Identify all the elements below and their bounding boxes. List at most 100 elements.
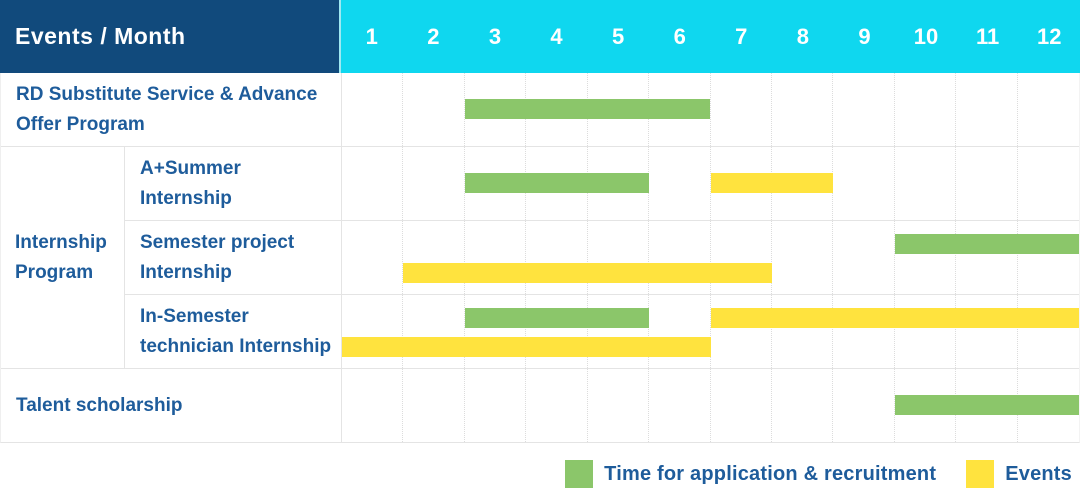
application-bar — [894, 234, 1079, 254]
month-header-6: 6 — [673, 23, 686, 49]
application-legend-swatch — [565, 460, 594, 488]
month-grid-cell — [342, 221, 404, 294]
chart-row-area — [342, 147, 1079, 220]
chart-row-area — [342, 295, 1079, 368]
month-grid-cell — [588, 369, 650, 442]
group-label-text: Internship Program — [15, 232, 107, 283]
application-bar — [464, 308, 650, 328]
month-grid-cell — [649, 221, 711, 294]
row-label: RD Substitute Service & Advance Offer Pr… — [1, 73, 342, 146]
month-header-3: 3 — [488, 23, 502, 49]
month-grid-cell — [772, 295, 834, 368]
month-grid-cell — [833, 221, 895, 294]
month-grid-cell — [711, 73, 772, 146]
row-label-text: RD Substitute Service & Advance Offer Pr… — [16, 84, 318, 135]
month-grid-cell — [649, 147, 711, 220]
month-grid-cell — [465, 221, 527, 294]
group-rows: A+Summer Internship Semester project Inte… — [125, 147, 1079, 368]
month-grid-cell — [772, 73, 834, 146]
month-grid-cell — [772, 221, 834, 294]
row-label-text: A+Summer Internship — [140, 158, 241, 209]
month-grid-cell — [588, 221, 650, 294]
month-grid-cell — [833, 369, 895, 442]
months-header: 1 2 3 4 5 6 7 8 9 10 11 12 — [341, 0, 1080, 73]
month-grid-cell — [403, 221, 465, 294]
month-grid-cell — [833, 73, 895, 146]
row-label: Talent scholarship — [1, 369, 342, 442]
month-header-12: 12 — [1036, 23, 1062, 49]
month-grid-cell — [342, 147, 404, 220]
month-header-11: 11 — [975, 23, 1000, 49]
month-grid-cell — [649, 369, 711, 442]
chart-row-area — [342, 73, 1079, 146]
month-grid-cell — [772, 369, 834, 442]
month-grid-cell — [895, 221, 957, 294]
events-bar — [403, 263, 772, 283]
month-grid-cell — [1018, 221, 1079, 294]
row-label-text: Talent scholarship — [16, 394, 183, 416]
month-grid-cell — [465, 295, 527, 368]
month-grid-cell — [403, 295, 465, 368]
month-header-2: 2 — [427, 23, 440, 49]
month-grid-cell — [956, 73, 1018, 146]
month-grid-cell — [711, 369, 772, 442]
events-bar — [342, 337, 711, 357]
table-row: Semester project Internship — [125, 221, 1079, 295]
month-header-5: 5 — [611, 23, 625, 49]
month-grid-cell — [895, 73, 957, 146]
table-row: A+Summer Internship — [125, 147, 1079, 221]
month-grid-cell — [403, 73, 465, 146]
row-label: In-Semester technician Internship — [125, 295, 342, 368]
month-grid-cell — [342, 295, 404, 368]
month-header-7: 7 — [735, 23, 748, 49]
month-grid-cell — [342, 73, 404, 146]
month-grid-cell — [956, 295, 1018, 368]
application-bar — [894, 395, 1079, 415]
legend-item-events: Events — [966, 460, 1072, 488]
month-grid-cell — [711, 221, 772, 294]
events-bar — [710, 308, 1079, 328]
table-row: In-Semester technician Internship — [125, 295, 1079, 368]
month-grid-cell — [526, 369, 588, 442]
month-header-8: 8 — [796, 23, 809, 49]
table-row: RD Substitute Service & Advance Offer Pr… — [1, 73, 1079, 147]
events-month-header-cell: Events / Month — [0, 0, 341, 73]
legend: Time for application & recruitment Events — [0, 460, 1080, 488]
month-grid-cell — [403, 369, 465, 442]
month-header-9: 9 — [858, 23, 871, 49]
events-bar — [710, 173, 834, 193]
month-grid-cell — [956, 147, 1018, 220]
legend-label: Time for application & recruitment — [604, 462, 937, 485]
schedule-table: Events / Month 1 2 3 4 5 6 7 8 9 10 11 12 RD Substi… — [0, 0, 1080, 443]
row-label: A+Summer Internship — [125, 147, 342, 220]
row-group-internship-program: Internship Program A+Summer Internship Sem… — [1, 147, 1079, 369]
group-label: Internship Program — [1, 147, 125, 368]
month-gridlines — [342, 73, 1079, 146]
table-header-row: Events / Month 1 2 3 4 5 6 7 8 9 10 11 12 — [0, 0, 1080, 73]
events-legend-swatch — [966, 460, 995, 488]
application-bar — [464, 173, 650, 193]
month-grid-cell — [1018, 147, 1079, 220]
month-grid-cell — [342, 369, 404, 442]
chart-row-area — [342, 369, 1079, 442]
legend-item-application: Time for application & recruitment — [565, 460, 936, 488]
month-header-1: 1 — [365, 23, 378, 49]
month-grid-cell — [649, 295, 711, 368]
month-gridlines — [342, 221, 1079, 294]
month-grid-cell — [588, 295, 650, 368]
month-grid-cell — [1018, 295, 1079, 368]
month-grid-cell — [833, 147, 895, 220]
table-body: RD Substitute Service & Advance Offer Pr… — [0, 73, 1080, 443]
month-grid-cell — [526, 221, 588, 294]
legend-label: Events — [1005, 462, 1072, 485]
month-grid-cell — [526, 295, 588, 368]
application-bar — [464, 99, 711, 119]
month-grid-cell — [833, 295, 895, 368]
month-grid-cell — [403, 147, 465, 220]
month-header-10: 10 — [913, 23, 939, 49]
month-header-4: 4 — [550, 23, 563, 49]
month-grid-cell — [1018, 73, 1079, 146]
month-grid-cell — [465, 369, 527, 442]
row-label: Semester project Internship — [125, 221, 342, 294]
